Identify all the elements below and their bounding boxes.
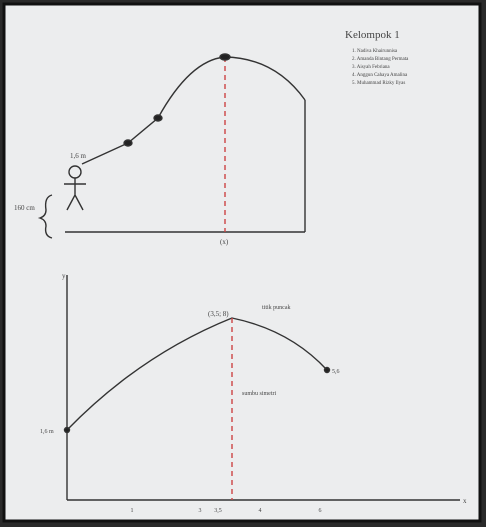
group-title: Kelompok 1	[345, 29, 400, 41]
start-point	[65, 428, 70, 433]
member: 5. Muhammad Rizky Ilyas	[352, 81, 405, 86]
page: {"group": {"title": "Kelompok 1", "membe…	[0, 0, 486, 527]
member: 3. Aisyah Febriana	[352, 65, 390, 70]
member: 4. Anggun Cahaya Amalina	[352, 73, 408, 78]
peak-ball	[220, 54, 230, 60]
member: 1. Nadiva Khairunnisa	[352, 49, 398, 54]
x-tick-label: 4	[259, 508, 262, 514]
photo: Kelompok 1 1. Nadiva Khairunnisa 2. Amand…	[0, 0, 486, 527]
axis-mark: (x)	[220, 238, 229, 246]
start-label: 1,6 m	[40, 429, 54, 435]
member: 2. Amanda Bintang Permata	[352, 57, 409, 62]
y-axis-label: y	[62, 272, 66, 280]
end-label: 5,6	[332, 369, 340, 375]
x-tick-label: 6	[319, 508, 322, 514]
x-axis-label: x	[463, 497, 467, 505]
ball	[124, 140, 132, 146]
person-height: 1,6 m	[70, 152, 87, 160]
paper	[4, 4, 480, 521]
peak-label: (3,5; 8)	[208, 310, 229, 318]
end-point	[325, 368, 330, 373]
x-tick-label: 3,5	[214, 508, 222, 514]
ball	[154, 115, 162, 121]
x-tick-label: 3	[199, 508, 202, 514]
brace-label: 160 cm	[14, 204, 35, 212]
peak-note: titik puncak	[262, 305, 291, 311]
axis-note: sumbu simetri	[242, 391, 276, 397]
x-tick-label: 1	[131, 508, 134, 514]
